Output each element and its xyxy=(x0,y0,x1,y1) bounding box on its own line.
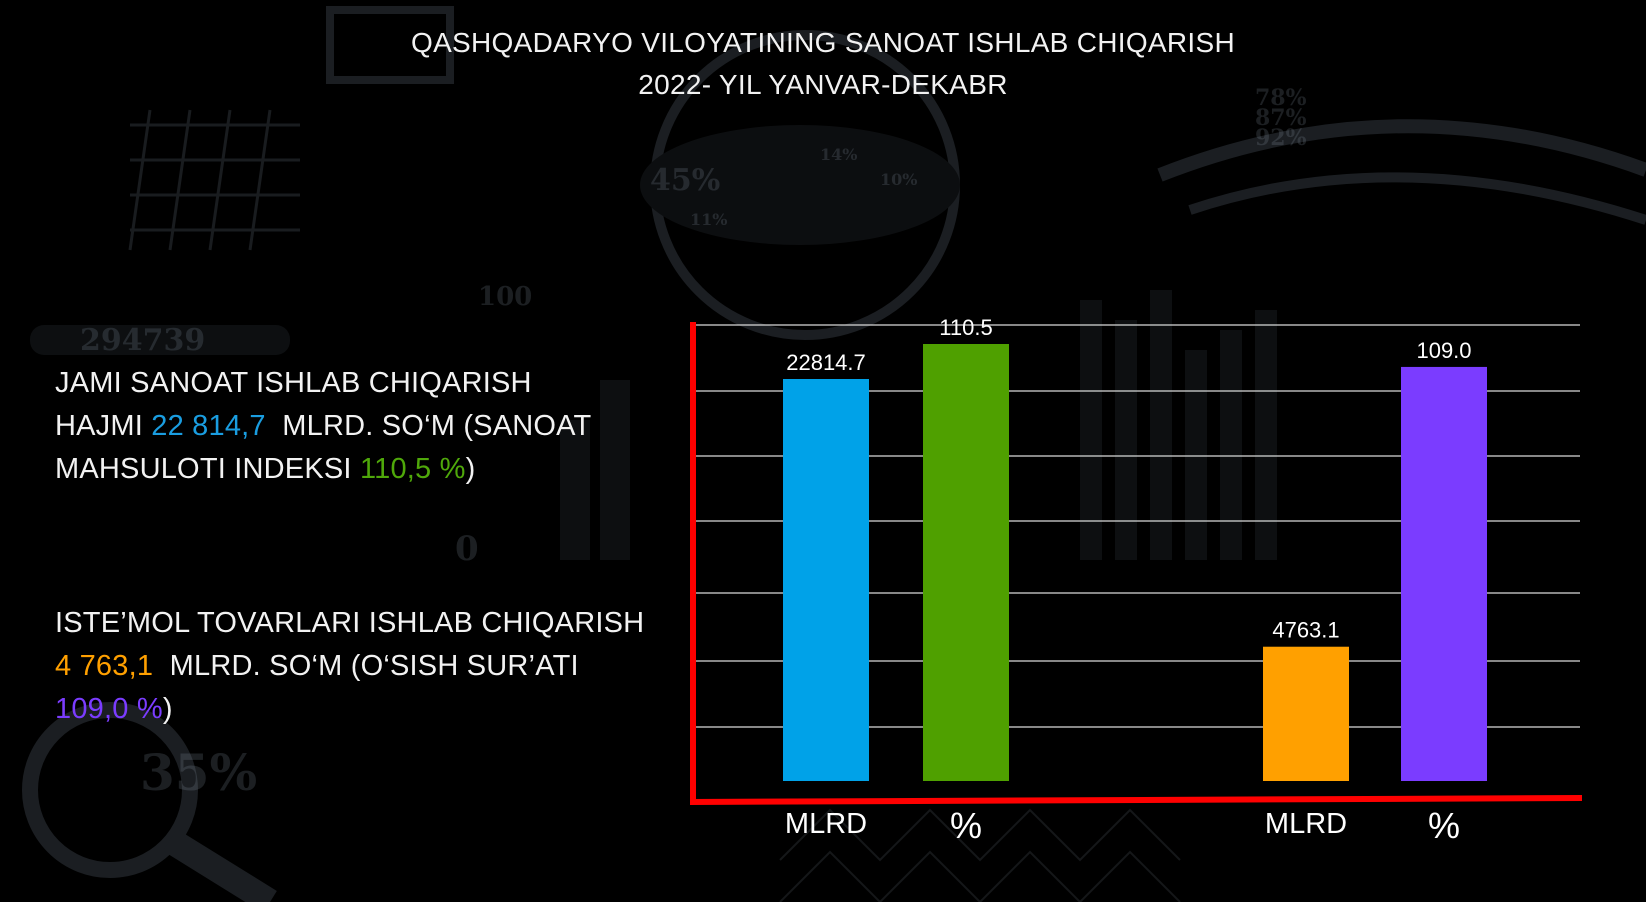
info-block-total-industry: JAMI SANOAT ISHLAB CHIQARISH HAJMI 22 81… xyxy=(55,362,675,491)
data-label-1: 22814.7 xyxy=(786,350,866,375)
bg-text: 87% xyxy=(1255,105,1307,131)
bar-2 xyxy=(923,344,1009,781)
data-label-4: 109.0 xyxy=(1416,338,1471,363)
category-label-3: MLRD xyxy=(1265,808,1347,840)
bg-text: 11% xyxy=(690,210,727,229)
bg-text: 45% xyxy=(650,163,720,198)
bar-3 xyxy=(1263,646,1349,781)
info-block-consumer-goods: ISTE’MOL TOVARLARI ISHLAB CHIQARISH 4 76… xyxy=(55,602,675,731)
category-label-2: % xyxy=(950,805,982,846)
info1-prefix: HAJMI xyxy=(55,410,152,442)
bg-text: 78% xyxy=(1255,85,1307,111)
category-label-1: MLRD xyxy=(785,808,867,840)
data-label-2: 110.5 xyxy=(939,315,992,340)
info1-index: 110,5 % xyxy=(359,453,466,485)
info1-volume: 22 814,7 xyxy=(151,410,266,442)
category-label-4: % xyxy=(1428,805,1460,846)
info2-volume: 4 763,1 xyxy=(55,650,154,682)
info1-line2: HAJMI 22 814,7 MLRD. SO‘M (SANOAT xyxy=(55,405,675,448)
x-axis xyxy=(689,795,1583,805)
info2-suffix: ) xyxy=(162,693,173,725)
info1-line3: MAHSULOTI INDEKSI 110,5 %) xyxy=(55,448,675,491)
info1-mid: MLRD. SO‘M (SANOAT xyxy=(265,410,592,442)
bg-text: 92% xyxy=(1255,125,1307,151)
bg-text: 10% xyxy=(880,170,917,189)
bg-text: 14% xyxy=(820,145,857,164)
bg-text: 0 xyxy=(455,529,479,569)
info1-suffix: ) xyxy=(465,453,476,485)
bg-text: 35% xyxy=(140,743,257,802)
info1-line3-prefix: MAHSULOTI INDEKSI xyxy=(55,453,360,485)
info2-line1: ISTE’MOL TOVARLARI ISHLAB CHIQARISH xyxy=(55,607,645,639)
bg-text: 100 xyxy=(478,282,532,312)
bar-1 xyxy=(783,379,869,781)
title-line-1: QASHQADARYO VILOYATINING SANOAT ISHLAB C… xyxy=(411,27,1235,58)
page-title: QASHQADARYO VILOYATINING SANOAT ISHLAB C… xyxy=(0,22,1646,106)
info2-index: 109,0 % xyxy=(55,693,163,725)
title-line-2: 2022- YIL YANVAR-DEKABR xyxy=(638,69,1008,100)
info2-line2: 4 763,1 MLRD. SO‘M (O‘SISH SUR’ATI xyxy=(55,645,675,688)
bg-text: 294739 xyxy=(80,323,205,358)
info2-line3: 109,0 %) xyxy=(55,688,675,731)
info2-mid: MLRD. SO‘M (O‘SISH SUR’ATI xyxy=(153,650,579,682)
info1-line1: JAMI SANOAT ISHLAB CHIQARISH xyxy=(55,367,532,399)
data-label-3: 4763.1 xyxy=(1272,618,1339,643)
bar-4 xyxy=(1401,366,1487,781)
